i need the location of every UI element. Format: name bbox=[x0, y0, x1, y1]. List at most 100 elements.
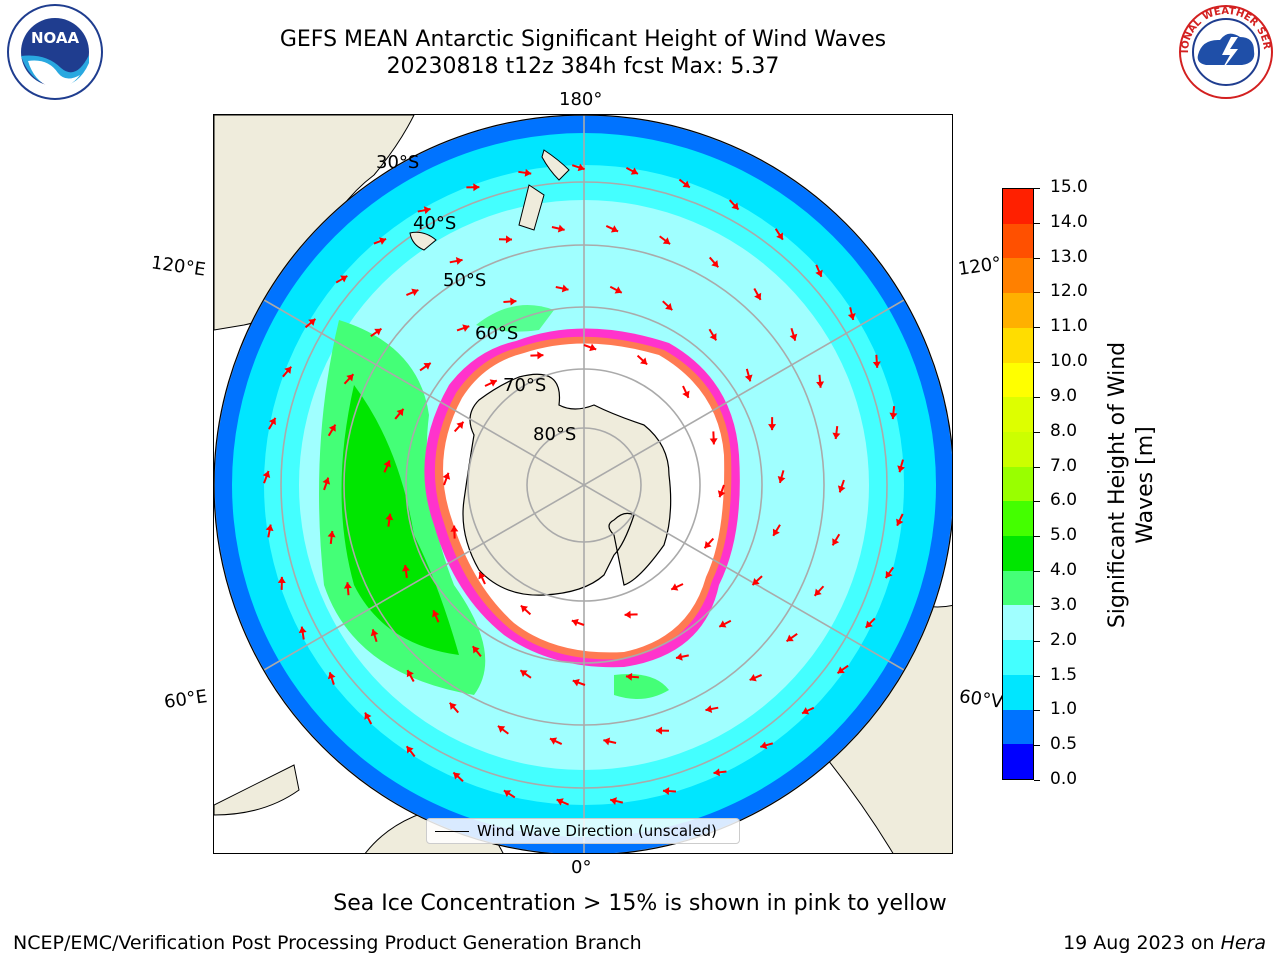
colorbar-swatch bbox=[1003, 501, 1033, 537]
lat-label-30s: 30°S bbox=[376, 152, 420, 173]
wave-arrow bbox=[659, 235, 671, 245]
wave-arrow bbox=[503, 789, 516, 799]
wave-arrow bbox=[815, 264, 823, 278]
wave-arrow bbox=[847, 307, 856, 321]
colorbar-tick-mark bbox=[1034, 640, 1040, 642]
colorbar-tick-mark bbox=[1034, 257, 1040, 259]
wave-arrow bbox=[832, 426, 841, 440]
lon-label-180: 180° bbox=[559, 89, 603, 110]
wave-arrow bbox=[478, 571, 486, 585]
wave-arrow bbox=[265, 524, 274, 538]
colorbar-tick-label: 5.0 bbox=[1050, 525, 1078, 546]
colorbar-swatch bbox=[1003, 223, 1033, 259]
wave-arrow bbox=[452, 771, 464, 782]
colorbar-swatch bbox=[1003, 709, 1033, 745]
colorbar-tick-label: 2.0 bbox=[1050, 629, 1078, 650]
wave-arrow bbox=[471, 645, 482, 658]
wave-arrow bbox=[774, 228, 784, 241]
colorbar-swatch bbox=[1003, 674, 1033, 710]
wave-arrow bbox=[678, 178, 691, 189]
colorbar-tick-label: 11.0 bbox=[1050, 316, 1088, 337]
wave-direction-arrows bbox=[262, 163, 905, 806]
wave-arrow bbox=[343, 373, 355, 385]
wave-arrow bbox=[448, 702, 460, 714]
svg-text:NOAA: NOAA bbox=[31, 29, 80, 47]
colorbar-tick-label: 3.0 bbox=[1050, 594, 1078, 615]
colorbar-ticks: 0.0 0.5 1.0 1.5 2.0 3.0 4.0 5.0 6.0 7.0 8.0 9.0 10.0… bbox=[1034, 177, 1104, 789]
nws-logo: NATIONAL WEATHER SERVICE bbox=[1172, 0, 1276, 101]
wave-arrow bbox=[708, 328, 718, 341]
wave-arrow bbox=[609, 285, 623, 294]
colorbar-tick-mark bbox=[1034, 431, 1040, 433]
footer-host: Hera bbox=[1220, 932, 1266, 954]
colorbar-tick-mark bbox=[1034, 710, 1040, 712]
wave-arrow bbox=[583, 343, 597, 352]
wave-arrow bbox=[572, 678, 586, 687]
wave-arrow bbox=[789, 327, 798, 341]
wave-arrow bbox=[503, 297, 517, 306]
wave-arrow bbox=[327, 530, 336, 544]
wave-arrow bbox=[753, 288, 762, 301]
wave-arrow bbox=[717, 484, 726, 498]
colorbar-tick-mark bbox=[1034, 362, 1040, 364]
wave-arrow bbox=[385, 513, 394, 527]
wave-arrow bbox=[625, 166, 639, 175]
legend-label: Wind Wave Direction (unscaled) bbox=[477, 822, 717, 840]
colorbar-tick-mark bbox=[1034, 501, 1040, 503]
wave-arrow bbox=[277, 576, 286, 590]
colorbar-swatch bbox=[1003, 431, 1033, 467]
lat-label-80s: 80°S bbox=[533, 424, 577, 445]
wave-arrow bbox=[816, 374, 825, 388]
wave-arrow bbox=[609, 797, 624, 805]
wave-arrow bbox=[813, 585, 825, 597]
chart-subtitle: 20230818 t12z 384h fcst Max: 5.37 bbox=[386, 54, 780, 79]
wave-arrow bbox=[556, 798, 570, 806]
footer-date-text: 19 Aug 2023 on bbox=[1063, 932, 1221, 954]
graticule bbox=[214, 115, 952, 853]
wave-arrow bbox=[713, 768, 727, 777]
lon-label-120e: 120°E bbox=[149, 252, 207, 281]
wave-arrow bbox=[703, 537, 715, 549]
wave-arrow bbox=[335, 275, 348, 284]
wave-arrow bbox=[484, 379, 498, 387]
colorbar-tick-label: 1.0 bbox=[1050, 699, 1078, 720]
colorbar-tick-mark bbox=[1034, 188, 1040, 189]
wave-arrow bbox=[768, 417, 777, 431]
wave-arrow bbox=[370, 327, 383, 337]
wave-arrow bbox=[327, 671, 336, 685]
wave-arrow bbox=[718, 619, 732, 628]
colorbar-swatch bbox=[1003, 536, 1033, 571]
wave-arrow bbox=[497, 725, 509, 735]
wave-arrow bbox=[831, 533, 841, 546]
wave-field-peak-zone bbox=[341, 385, 459, 655]
colorbar-tick-label: 6.0 bbox=[1050, 490, 1078, 511]
colorbar-tick-label: 0.5 bbox=[1050, 734, 1078, 755]
wave-arrow bbox=[373, 237, 387, 245]
colorbar-tick-mark bbox=[1034, 675, 1040, 677]
lon-label-60e: 60°E bbox=[162, 686, 209, 713]
wave-arrow bbox=[530, 351, 544, 360]
colorbar-tick-mark bbox=[1034, 396, 1040, 398]
wave-arrow bbox=[304, 318, 317, 329]
wave-arrow bbox=[555, 284, 569, 293]
wave-arrow bbox=[401, 564, 410, 579]
wave-arrow bbox=[394, 408, 405, 420]
wave-arrow bbox=[836, 664, 849, 675]
lat-label-40s: 40°S bbox=[413, 213, 457, 234]
colorbar-tick-mark bbox=[1034, 605, 1040, 607]
wave-arrow bbox=[370, 629, 379, 643]
colorbar-tick-label: 1.5 bbox=[1050, 664, 1078, 685]
wave-arrow bbox=[889, 406, 898, 420]
colorbar-tick-mark bbox=[1034, 222, 1040, 224]
wave-arrow bbox=[884, 566, 895, 579]
colorbar-tick-label: 8.0 bbox=[1050, 420, 1078, 441]
antarctic-map bbox=[214, 115, 952, 853]
colorbar-swatch bbox=[1003, 640, 1033, 675]
wave-arrow bbox=[777, 470, 786, 484]
colorbar bbox=[1002, 188, 1034, 780]
wave-arrow bbox=[709, 431, 718, 445]
wave-arrow bbox=[405, 745, 416, 758]
lat-label-50s: 50°S bbox=[443, 270, 487, 291]
colorbar-tick-label: 7.0 bbox=[1050, 455, 1078, 476]
colorbar-label: Significant Height of Wind Waves [m] bbox=[1105, 341, 1158, 629]
